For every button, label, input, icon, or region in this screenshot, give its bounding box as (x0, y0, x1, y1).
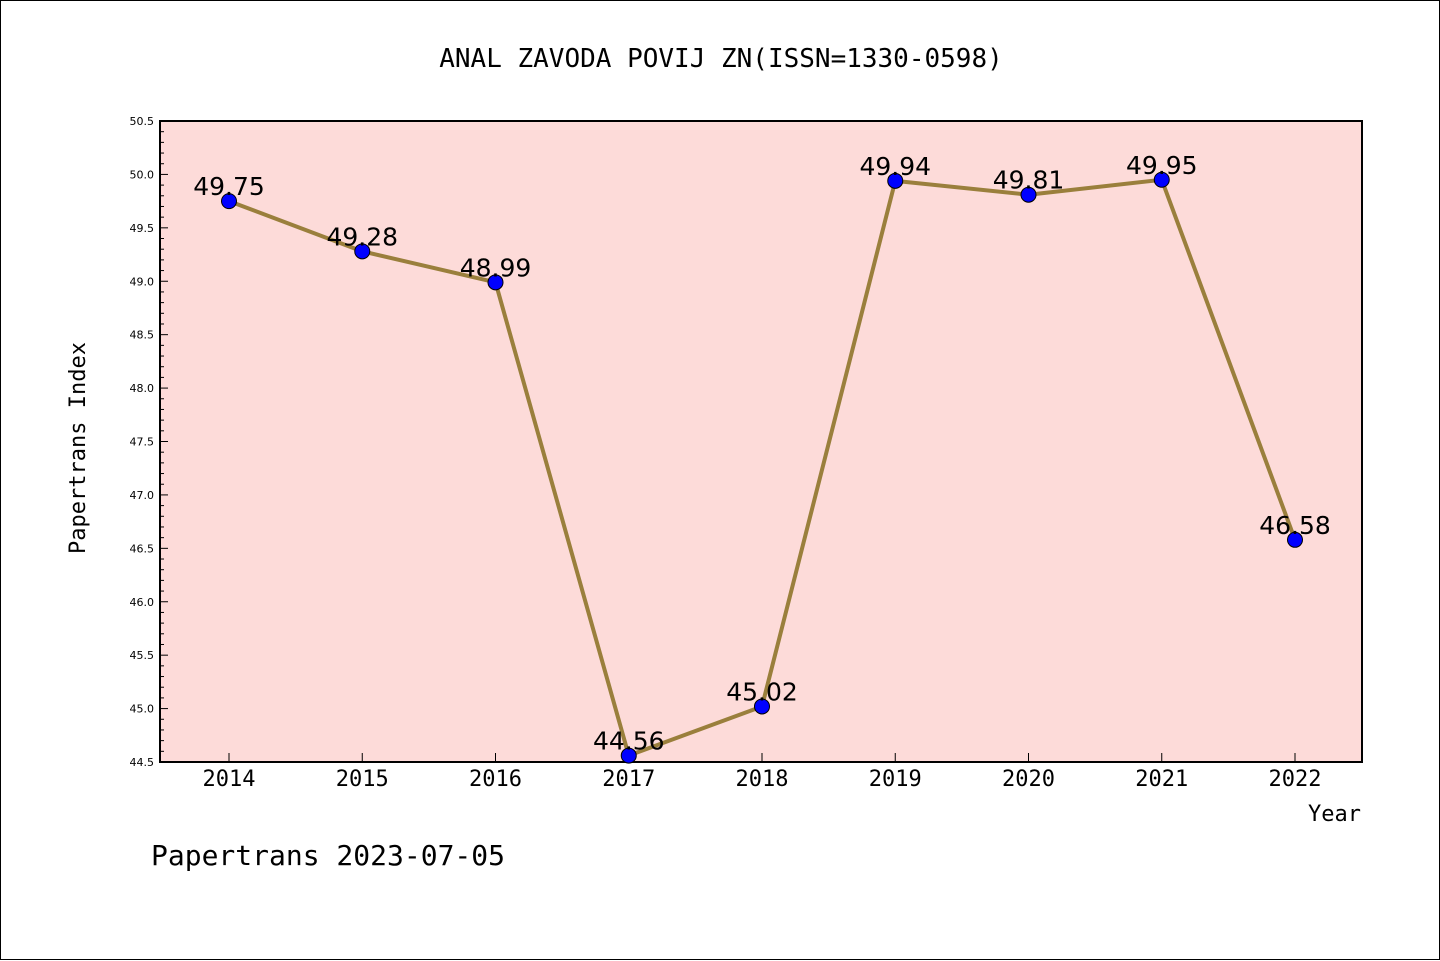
y-tick-label: 48.0 (130, 382, 155, 395)
data-point (487, 274, 504, 291)
data-label: 49.75 (193, 172, 265, 201)
data-point (1287, 531, 1303, 548)
y-tick-label: 45.5 (130, 649, 155, 662)
series (221, 171, 1303, 764)
y-tick-label: 46.0 (130, 596, 155, 609)
x-tick-label: 2020 (1002, 767, 1055, 792)
data-label: 46.58 (1259, 511, 1331, 540)
x-tick-label: 2015 (336, 767, 389, 792)
x-tick-label: 2018 (736, 767, 789, 792)
x-tick-label: 2022 (1269, 767, 1322, 792)
data-point (887, 172, 904, 189)
data-label: 49.28 (326, 222, 398, 251)
y-tick-label: 49.0 (130, 275, 155, 288)
data-point (221, 193, 237, 210)
chart-title: ANAL ZAVODA POVIJ ZN(ISSN=1330-0598) (439, 44, 1003, 74)
data-point (754, 698, 770, 715)
data-point (1020, 186, 1037, 203)
data-point (620, 747, 637, 764)
y-tick-label: 50.0 (130, 168, 155, 181)
y-tick-label: 47.5 (130, 436, 155, 449)
data-label: 49.95 (1126, 151, 1198, 180)
y-tick-label: 44.5 (130, 756, 155, 769)
y-axis-label: Papertrans Index (66, 342, 91, 554)
data-label: 49.94 (859, 152, 931, 181)
x-tick-label: 2017 (602, 767, 655, 792)
x-axis-label: Year (1308, 802, 1361, 827)
y-tick-label: 50.5 (130, 115, 155, 128)
x-tick-label: 2014 (203, 767, 256, 792)
x-tick-label: 2016 (469, 767, 522, 792)
footer-text: Papertrans 2023-07-05 (151, 839, 505, 872)
y-axis: 44.5 45.0 45.5 46.0 46.5 47.0 47.5 48.0 48.5 49.0… (130, 115, 168, 769)
data-label: 48.99 (460, 253, 532, 282)
data-label: 45.02 (726, 677, 798, 706)
data-label: 44.56 (593, 727, 665, 756)
y-tick-label: 48.5 (130, 329, 155, 342)
y-tick-label: 47.0 (130, 489, 155, 502)
data-point (1153, 171, 1170, 188)
data-labels: 49.75 49.28 48.99 44.56 45.02 49.94 49.81 49.95… (193, 151, 1331, 756)
data-label: 49.81 (993, 166, 1065, 195)
y-tick-label: 45.0 (130, 703, 155, 716)
x-tick-label: 2019 (869, 767, 922, 792)
y-tick-label: 49.5 (130, 222, 155, 235)
x-axis: 2014 2015 2016 2017 2018 2019 2020 2021 2022 (203, 753, 1322, 792)
x-tick-label: 2021 (1135, 767, 1188, 792)
y-tick-label: 46.5 (130, 542, 155, 555)
plot-area (159, 120, 1363, 763)
data-point (354, 243, 371, 260)
